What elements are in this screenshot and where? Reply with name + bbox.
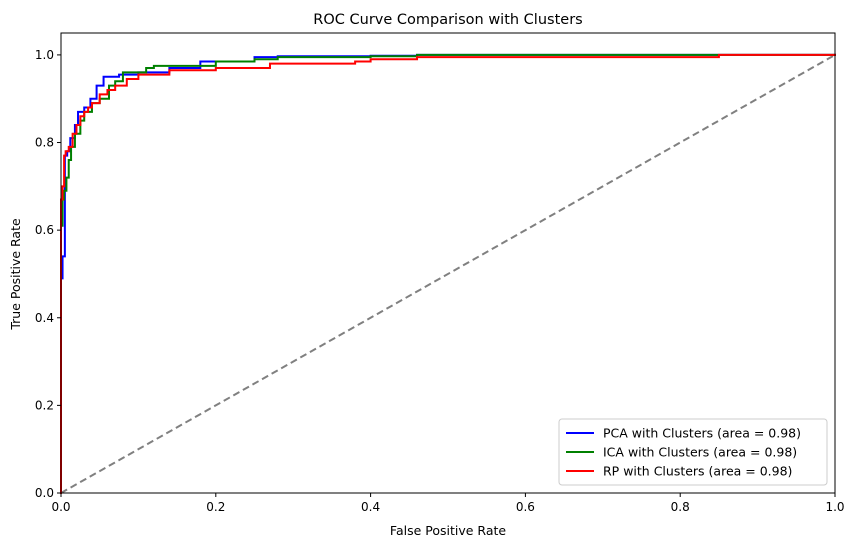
plot-frame — [60, 32, 836, 494]
legend-entry-rp: RP with Clusters (area = 0.98) — [603, 464, 792, 479]
x-tick-label: 0.8 — [671, 500, 690, 514]
series-line-rp — [60, 53, 836, 494]
y-tick-label: 0.2 — [35, 398, 54, 412]
chart-title: ROC Curve Comparison with Clusters — [313, 12, 582, 28]
x-tick-label: 0.0 — [51, 500, 70, 514]
legend-entry-ica: ICA with Clusters (area = 0.98) — [603, 445, 797, 460]
legend: PCA with Clusters (area = 0.98) ICA with … — [558, 418, 828, 486]
series-line-pca — [60, 53, 836, 494]
plot-area — [60, 53, 836, 494]
x-tick-label: 1.0 — [825, 500, 844, 514]
y-axis-label: True Positive Rate — [8, 218, 23, 331]
legend-box — [558, 418, 828, 486]
y-tick-label: 0.0 — [35, 486, 54, 500]
x-axis-label: False Positive Rate — [390, 523, 506, 538]
legend-entry-pca: PCA with Clusters (area = 0.98) — [603, 426, 801, 441]
x-tick-label: 0.4 — [361, 500, 380, 514]
y-tick-label: 0.8 — [35, 136, 54, 150]
axis-ticks: 0.0 0.2 0.4 0.6 0.8 1.0 0.0 0.2 0.4 0.6 0.8 1.0 — [35, 48, 845, 514]
y-tick-label: 0.4 — [35, 311, 54, 325]
y-tick-label: 1.0 — [35, 48, 54, 62]
reference-diagonal-line — [60, 54, 836, 494]
y-tick-label: 0.6 — [35, 223, 54, 237]
x-tick-label: 0.6 — [516, 500, 535, 514]
x-tick-label: 0.2 — [206, 500, 225, 514]
